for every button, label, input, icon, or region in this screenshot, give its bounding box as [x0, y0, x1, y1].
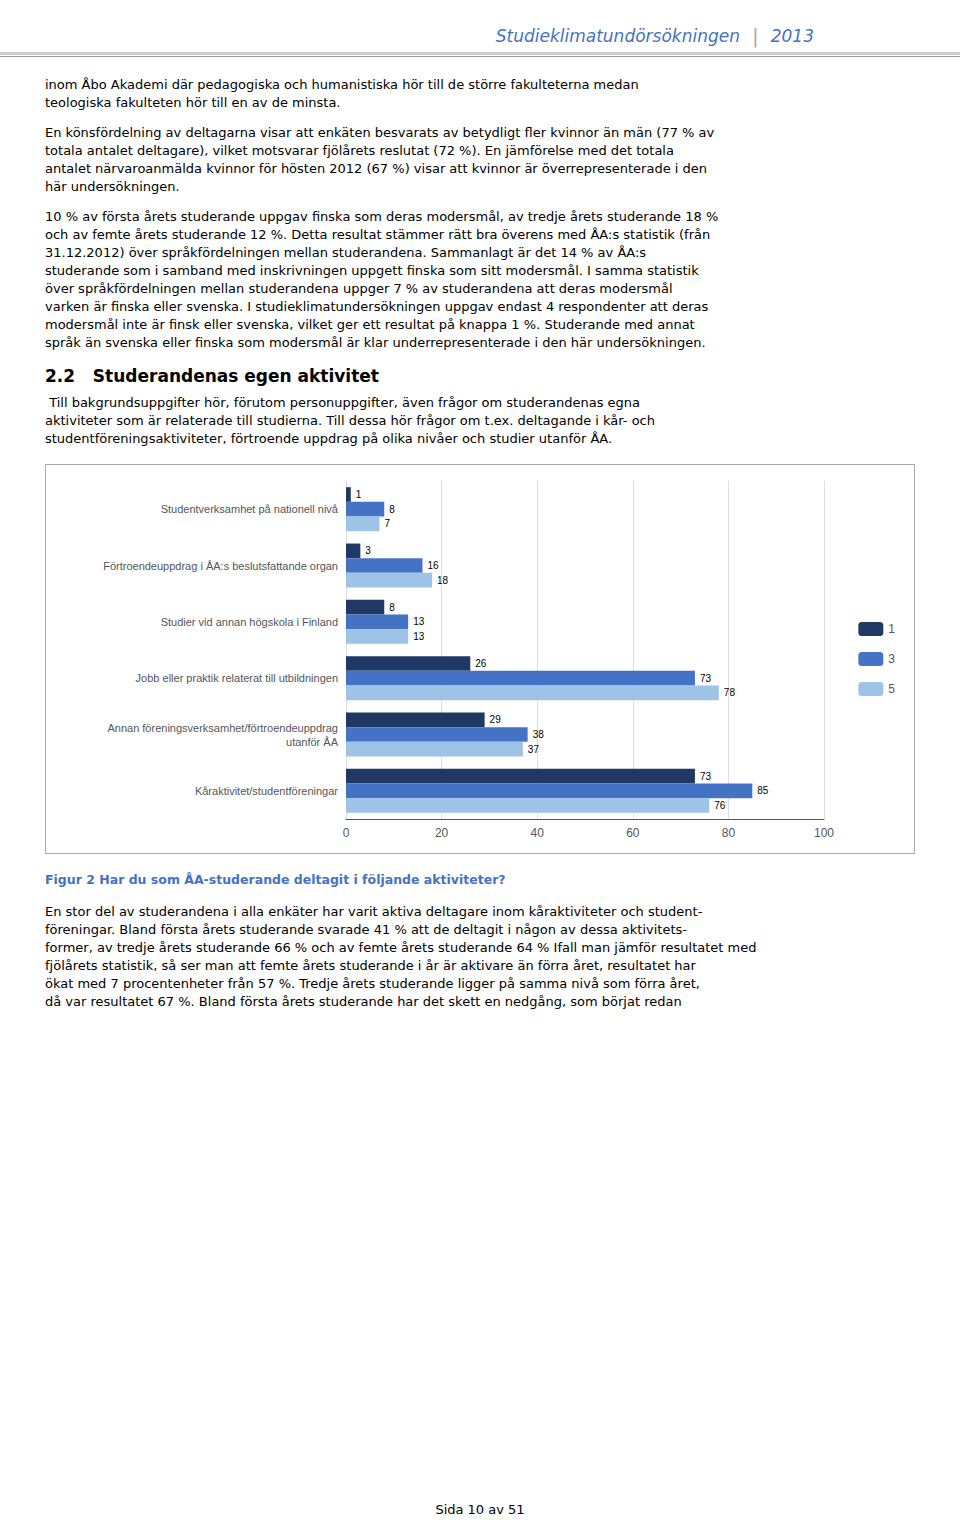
html-text:former, av tredje årets studer: former, av tredje årets studerande 66 % … — [45, 940, 757, 955]
svg-text:Studentverksamhet på nationell: Studentverksamhet på nationell nivå — [161, 503, 339, 515]
svg-text:Annan föreningsverksamhet/fört: Annan föreningsverksamhet/förtroendeuppd… — [107, 722, 338, 734]
svg-text:8: 8 — [389, 504, 395, 515]
html-text:föreningar. Bland första årets: föreningar. Bland första årets studerand… — [45, 922, 687, 937]
svg-text:78: 78 — [724, 687, 736, 698]
svg-text:Jobb eller praktik relaterat t: Jobb eller praktik relaterat till utbild… — [136, 672, 338, 684]
svg-text:60: 60 — [626, 826, 640, 840]
svg-text:29: 29 — [490, 714, 502, 725]
html-text:varken är finska eller svenska: varken är finska eller svenska. I studie… — [45, 299, 709, 314]
svg-text:85: 85 — [757, 785, 769, 796]
svg-text:8: 8 — [389, 602, 395, 613]
svg-text:utanför ÅA: utanför ÅA — [286, 736, 339, 748]
html-text:över språkfördelningen mellan: över språkfördelningen mellan studerande… — [45, 281, 673, 296]
svg-text:Förtroendeuppdrag i ÅA:s beslu: Förtroendeuppdrag i ÅA:s beslutsfattande… — [103, 560, 338, 572]
html-text:modersmål inte är finsk eller: modersmål inte är finsk eller svenska, v… — [45, 317, 695, 332]
svg-text:1: 1 — [888, 622, 895, 636]
svg-text:0: 0 — [343, 826, 350, 840]
svg-text:40: 40 — [531, 826, 545, 840]
html-text:språk än svenska eller finska: språk än svenska eller finska som moders… — [45, 335, 706, 350]
svg-text:73: 73 — [700, 771, 712, 782]
html-text:31.12.2012) över språkfördelni: 31.12.2012) över språkfördelningen mella… — [45, 245, 647, 260]
html-text:En stor del av studerandena i: En stor del av studerandena i alla enkät… — [45, 904, 703, 919]
svg-text:5: 5 — [888, 682, 895, 696]
html-text:Till bakgrundsuppgifter hör, f: Till bakgrundsuppgifter hör, förutom per… — [45, 395, 641, 410]
html-text:teologiska fakulteten hör till: teologiska fakulteten hör till en av de … — [45, 95, 341, 110]
svg-text:7: 7 — [384, 518, 390, 529]
svg-text:73: 73 — [700, 673, 712, 684]
html-text:Studieklimatundörsökningen: Studieklimatundörsökningen — [495, 26, 740, 46]
html-text:totala antalet deltagare), vil: totala antalet deltagare), vilket motsva… — [45, 143, 674, 158]
svg-text:18: 18 — [437, 575, 449, 586]
svg-text:3: 3 — [365, 545, 371, 556]
svg-text:37: 37 — [528, 744, 540, 755]
html-text:Figur 2 Har du som ÅA-studeran: Figur 2 Har du som ÅA-studerande deltagi… — [45, 872, 506, 887]
html-text:10 % av första årets studerand: 10 % av första årets studerande uppgav f… — [45, 209, 719, 224]
html-text:fjölårets statistik, så ser ma: fjölårets statistik, så ser man att femt… — [45, 958, 696, 973]
svg-text:16: 16 — [427, 560, 439, 571]
svg-text:13: 13 — [413, 631, 425, 642]
html-text:antalet närvaroanmälda kvinnor: antalet närvaroanmälda kvinnor för höste… — [45, 161, 707, 176]
html-text:ökat med 7 procentenheter från: ökat med 7 procentenheter från 57 %. Tre… — [45, 976, 700, 991]
svg-text:1: 1 — [356, 489, 362, 500]
svg-text:38: 38 — [533, 729, 545, 740]
svg-text:13: 13 — [413, 616, 425, 627]
svg-text:80: 80 — [722, 826, 736, 840]
html-text:och av femte årets studerande: och av femte årets studerande 12 %. Dett… — [45, 227, 711, 242]
html-text:aktiviteter som är relaterade: aktiviteter som är relaterade till studi… — [45, 413, 655, 428]
html-text:studentföreningsaktiviteter, f: studentföreningsaktiviteter, förtroende … — [45, 431, 613, 446]
svg-text:Kåraktivitet/studentföreningar: Kåraktivitet/studentföreningar — [195, 785, 338, 797]
svg-text:26: 26 — [475, 658, 487, 669]
svg-text:3: 3 — [888, 652, 895, 666]
svg-text:Studier vid annan högskola i F: Studier vid annan högskola i Finland — [161, 616, 338, 628]
html-text:2.2 Studerandenas egen aktivit: 2.2 Studerandenas egen aktivitet — [45, 366, 379, 386]
html-text:En könsfördelning av deltagarn: En könsfördelning av deltagarna visar at… — [45, 125, 715, 140]
html-text:studerande som i samband med i: studerande som i samband med inskrivning… — [45, 263, 699, 278]
svg-text:76: 76 — [714, 800, 726, 811]
svg-text:100: 100 — [814, 826, 834, 840]
html-text:här undersökningen.: här undersökningen. — [45, 179, 180, 194]
svg-text:20: 20 — [435, 826, 449, 840]
html-text:2013: 2013 — [770, 26, 814, 46]
html-text:Sida 10 av 51: Sida 10 av 51 — [435, 1502, 525, 1517]
html-text:inom Åbo Akademi där pedagogis: inom Åbo Akademi där pedagogiska och hum… — [45, 77, 639, 92]
html-text:då var resultatet 67 %. Bland: då var resultatet 67 %. Bland första åre… — [45, 994, 682, 1009]
